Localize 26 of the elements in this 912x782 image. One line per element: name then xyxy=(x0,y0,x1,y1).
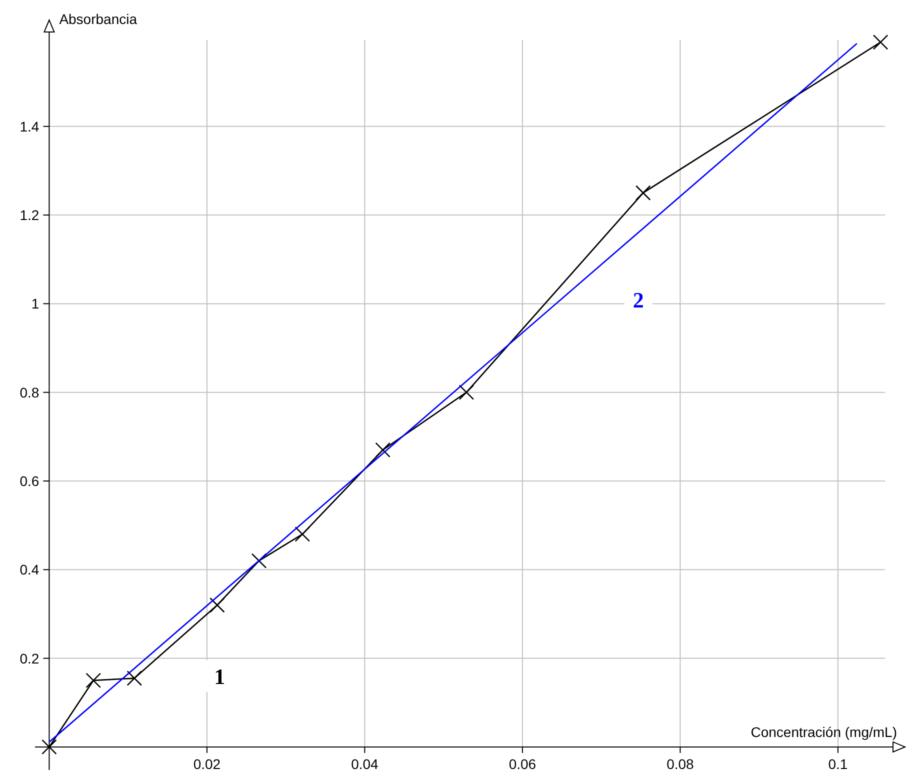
y-tick-label: 0.2 xyxy=(20,650,40,666)
point xyxy=(210,597,225,613)
x-tick-label: 0.04 xyxy=(351,756,379,772)
point xyxy=(86,672,102,688)
y-tick-label: 1.4 xyxy=(20,118,40,134)
point xyxy=(42,739,57,755)
y-tick-label: 1.2 xyxy=(20,207,40,224)
point xyxy=(294,526,310,542)
annotation: 1 xyxy=(214,664,226,690)
point xyxy=(458,384,474,400)
point xyxy=(375,442,390,458)
y-tick-label: 0.6 xyxy=(20,472,40,489)
x-tick-label: 0.06 xyxy=(508,756,536,772)
x-tick-label: 0.1 xyxy=(828,756,848,772)
point xyxy=(872,34,888,50)
y-tick-label: 0.8 xyxy=(20,384,40,400)
x-tick-label: 0.08 xyxy=(666,756,694,772)
point xyxy=(251,553,267,568)
y-tick-label: 0.4 xyxy=(20,562,40,578)
y-axis-title: Absorbancia xyxy=(59,11,138,27)
x-axis-title: Concentración (mg/mL) xyxy=(750,724,897,740)
x-tick-label: 0.02 xyxy=(193,756,221,772)
y-tick-label: 1 xyxy=(31,296,40,312)
point xyxy=(635,185,651,201)
point xyxy=(126,670,142,686)
annotation: 2 xyxy=(632,287,644,312)
